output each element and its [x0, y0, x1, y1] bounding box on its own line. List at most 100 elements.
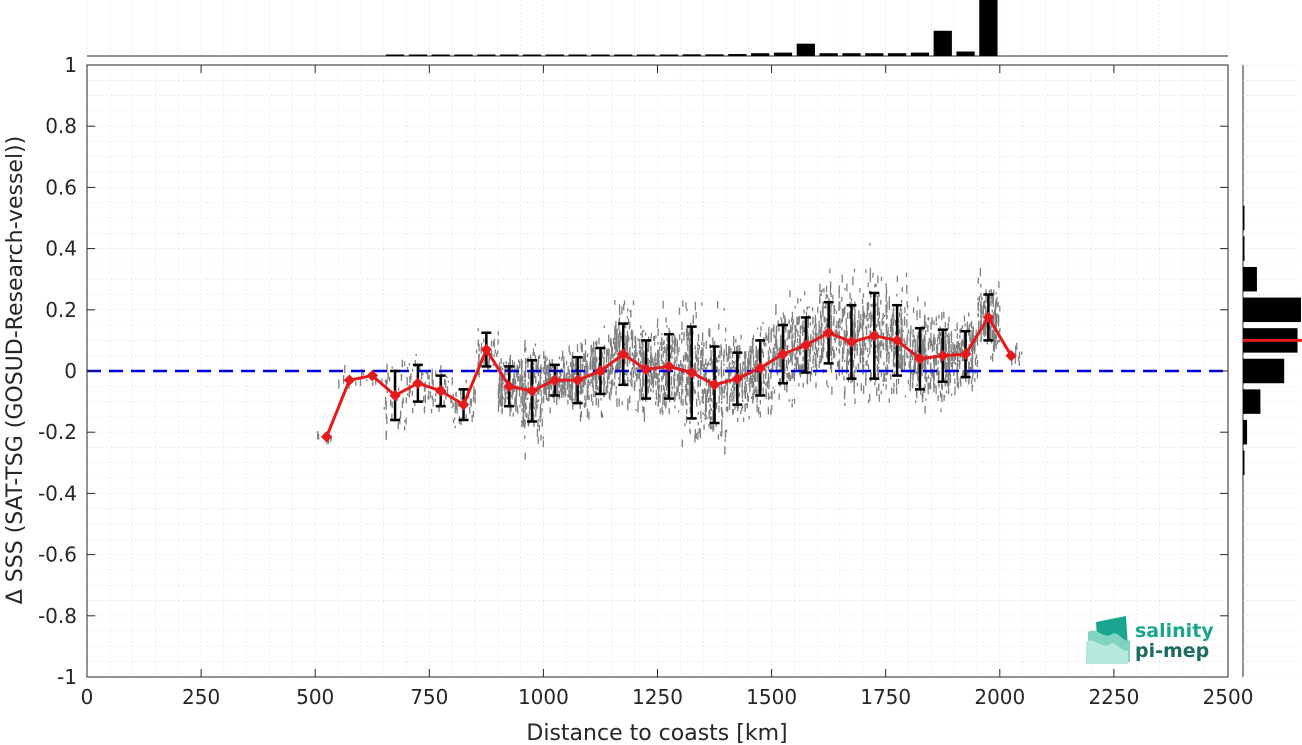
scatter-point	[429, 391, 432, 395]
scatter-point	[771, 404, 773, 411]
scatter-point	[633, 345, 636, 349]
scatter-point	[608, 334, 610, 343]
scatter-point	[830, 293, 832, 298]
scatter-point	[521, 376, 524, 382]
scatter-point	[415, 353, 417, 356]
scatter-point	[898, 319, 900, 323]
scatter-point	[972, 326, 974, 334]
scatter-point	[810, 344, 813, 348]
scatter-point	[580, 385, 583, 395]
scatter-point	[680, 400, 682, 405]
scatter-point	[701, 389, 703, 394]
scatter-point	[518, 389, 521, 397]
scatter-point	[725, 406, 727, 412]
scatter-point	[564, 379, 566, 385]
scatter-point	[933, 386, 935, 393]
scatter-point	[869, 336, 871, 345]
scatter-point	[559, 389, 562, 392]
scatter-point	[862, 385, 865, 395]
scatter-point	[642, 339, 644, 349]
scatter-point	[957, 382, 959, 389]
scatter-point	[661, 337, 663, 346]
scatter-point	[651, 375, 653, 384]
scatter-point	[616, 398, 618, 407]
scatter-point	[734, 379, 736, 385]
scatter-point	[605, 357, 608, 363]
scatter-point	[700, 350, 702, 359]
scatter-point	[656, 357, 658, 366]
scatter-point	[744, 391, 746, 398]
scatter-point	[748, 415, 750, 420]
scatter-point	[977, 297, 979, 301]
scatter-point	[643, 378, 645, 387]
scatter-point	[737, 344, 739, 353]
mean-marker	[412, 377, 424, 389]
scatter-point	[739, 363, 742, 372]
scatter-point	[826, 351, 829, 357]
scatter-point	[512, 384, 515, 393]
scatter-point	[716, 301, 719, 309]
scatter-point	[765, 368, 767, 374]
scatter-point	[537, 355, 540, 364]
scatter-point	[838, 324, 841, 328]
mean-marker	[571, 374, 584, 386]
scatter-point	[904, 395, 907, 398]
scatter-point	[853, 268, 856, 273]
scatter-point	[665, 406, 667, 409]
scatter-point	[625, 342, 627, 351]
scatter-point	[544, 359, 547, 363]
scatter-point	[994, 333, 996, 342]
scatter-point	[933, 383, 936, 388]
scatter-point	[582, 379, 584, 387]
scatter-point	[512, 380, 514, 388]
scatter-point	[762, 387, 764, 395]
scatter-point	[639, 390, 641, 396]
scatter-point	[832, 294, 834, 300]
top-hist-bar	[500, 54, 519, 56]
scatter-point	[833, 337, 835, 341]
scatter-point	[697, 342, 699, 346]
scatter-point	[971, 359, 973, 366]
scatter-point	[823, 287, 825, 293]
scatter-point	[724, 385, 726, 390]
scatter-point	[338, 379, 340, 389]
scatter-point	[841, 308, 844, 314]
scatter-point	[548, 382, 550, 392]
scatter-point	[641, 330, 644, 337]
scatter-point	[924, 383, 926, 389]
scatter-point	[500, 400, 503, 408]
scatter-point	[982, 313, 984, 318]
scatter-point	[768, 385, 770, 390]
scatter-point	[886, 301, 888, 310]
scatter-point	[815, 347, 817, 350]
scatter-point	[945, 390, 948, 394]
scatter-point	[430, 408, 433, 414]
scatter-point	[861, 342, 863, 347]
scatter-point	[526, 390, 528, 396]
scatter-point	[388, 376, 391, 382]
scatter-point	[952, 342, 954, 350]
scatter-point	[721, 391, 723, 401]
mean-marker	[640, 363, 652, 376]
scatter-point	[890, 373, 892, 380]
scatter-point	[672, 339, 674, 345]
scatter-point	[802, 382, 804, 388]
scatter-point	[863, 341, 865, 347]
scatter-point	[787, 357, 789, 365]
scatter-point	[784, 315, 786, 323]
scatter-point	[883, 372, 886, 382]
scatter-point	[750, 350, 752, 358]
scatter-point	[454, 399, 456, 405]
scatter-point	[938, 329, 940, 333]
scatter-point	[676, 363, 678, 367]
scatter-point	[844, 359, 846, 363]
scatter-point	[785, 324, 787, 333]
scatter-point	[549, 364, 551, 373]
scatter-point	[994, 318, 996, 326]
scatter-point	[988, 289, 991, 297]
scatter-point	[711, 426, 713, 430]
scatter-point	[574, 370, 576, 375]
scatter-point	[689, 401, 691, 405]
scatter-point	[689, 328, 691, 336]
scatter-point	[825, 293, 827, 300]
